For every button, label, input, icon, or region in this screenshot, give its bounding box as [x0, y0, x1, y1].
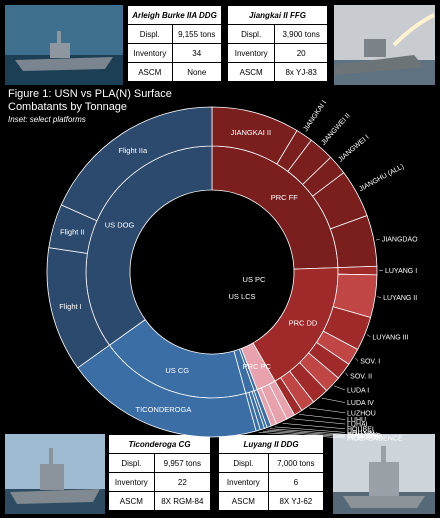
spec-value: 8x YJ-83	[274, 62, 328, 82]
outer-label-luhai: LUHAI	[347, 422, 368, 429]
leader-line	[258, 432, 346, 439]
leader-line	[321, 397, 346, 403]
outer-label-luyang-ii: LUYANG II	[383, 295, 417, 302]
figure-title: Figure 1: USN vs PLA(N) Surface Combatan…	[8, 88, 172, 114]
ship-photo-arleigh-burke	[5, 5, 123, 85]
spec-label: ASCM	[226, 62, 276, 82]
outer-label-flight-iia: Flight IIa	[118, 146, 148, 155]
inner-label-prc-ff: PRC FF	[271, 193, 299, 202]
leader-line	[262, 430, 346, 438]
ship-photo-luyang-ii	[333, 434, 435, 514]
figure-title-line1: Figure 1: USN vs PLA(N) Surface	[8, 88, 172, 100]
leader-line	[345, 372, 349, 377]
inner-label-prc-dd: PRC DD	[289, 318, 318, 327]
outer-label-luda-i: LUDA I	[347, 387, 369, 394]
outer-label-jiangkai-i: JIANGKAI I	[302, 99, 328, 133]
leader-line	[366, 334, 371, 338]
outer-label-jiangwei-ii: JIANGWEI II	[320, 112, 352, 146]
outer-label-jianghu-all: JIANGHU (ALL)	[358, 163, 405, 193]
leader-line	[282, 423, 346, 430]
spec-value: 8X YJ-62	[267, 491, 325, 511]
leader-line	[299, 414, 346, 420]
spec-value: None	[171, 62, 222, 82]
outer-label-jiangkai-ii: JIANGKAI II	[231, 128, 271, 137]
leader-line	[354, 357, 359, 362]
outer-segment-flight-iia	[60, 106, 213, 222]
spec-value: 8X RGM-84	[153, 491, 212, 511]
outer-label-flight-i: Flight I	[59, 302, 82, 311]
outer-label-freedom: FREEDOM	[347, 434, 382, 441]
figure-title-line2: Combatants by Tonnage	[8, 101, 128, 113]
outer-label-luzhou: LUZHOU	[347, 410, 376, 417]
leader-line	[377, 296, 382, 298]
ship-photo-jiangkai-ii	[334, 5, 435, 85]
figure-subtitle: Inset: select platforms	[8, 115, 86, 124]
outer-label-jiangdao: JIANGDAO	[382, 236, 418, 243]
outer-label-ticonderoga: TICONDEROGA	[136, 405, 192, 414]
leader-line	[375, 238, 380, 241]
leader-line	[334, 385, 346, 391]
outer-label-luda-iv: LUDA IV	[347, 400, 374, 407]
outer-segment-luyang-i	[337, 265, 378, 276]
leader-line	[291, 418, 346, 425]
inner-label-us-lcs: US LCS	[228, 292, 255, 301]
outer-label-luyang-iii: LUYANG III	[372, 334, 408, 341]
outer-label-luyang-i: LUYANG I	[385, 268, 417, 275]
spec-label: ASCM	[108, 491, 155, 511]
outer-label-houbei: HOUBEI	[347, 426, 374, 433]
outer-label-sov-ii: SOV. II	[350, 374, 372, 381]
outer-label-houxin: HOUXIN	[347, 430, 374, 437]
inner-label-us-dog: US DOG	[105, 220, 135, 229]
spec-label: Displ.	[226, 24, 276, 44]
inner-label-us-pc: US PC	[243, 275, 267, 284]
inner-label-prc-pc: PRC PC	[243, 362, 272, 371]
outer-label-luhu: LUHU	[347, 417, 366, 424]
spec-table-ticonderoga: Ticonderoga CG Displ. 9,957 tons Inventor…	[108, 434, 212, 511]
spec-table-jiangkai-ii: Jiangkai II FFG Displ. 3,900 tons Invento…	[226, 5, 328, 82]
spec-table-luyang-ii: Luyang II DDG Displ. 7,000 tons Inventory…	[218, 434, 325, 511]
outer-label-sov-i: SOV. I	[360, 359, 380, 366]
spec-table-arleigh-burke: Arleigh Burke IIA DDG Displ. 9,155 tons I…	[127, 5, 222, 82]
outer-label-jiangwei-i: JIANGWEI I	[337, 134, 370, 164]
inner-label-us-cg: US CG	[165, 366, 189, 375]
leader-line	[274, 426, 346, 433]
ship-photo-ticonderoga	[5, 434, 105, 514]
leader-line	[308, 407, 346, 414]
leader-line	[269, 428, 346, 435]
outer-label-flight-ii: Flight II	[60, 227, 85, 236]
outer-label-houjian: HOUJIAN	[347, 432, 378, 439]
outer-label-cyclone: CYCLONE	[347, 433, 381, 440]
outer-label-independence: INDEPENDENCE	[347, 436, 403, 443]
leader-line	[266, 429, 346, 436]
